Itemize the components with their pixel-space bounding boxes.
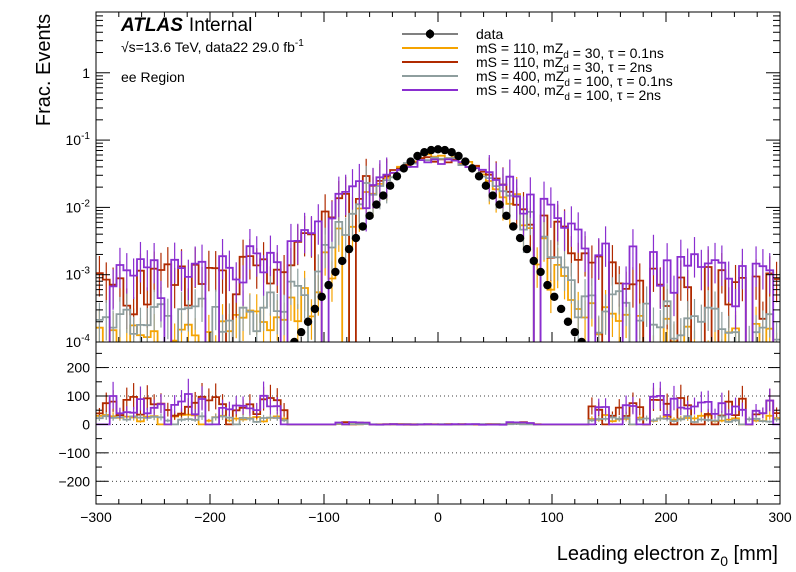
data-point — [358, 222, 367, 231]
ratio-y-tick-label: 200 — [67, 360, 91, 376]
data-point — [509, 222, 518, 231]
legend-label-s3: mS = 400, mZd = 100, τ = 0.1ns — [476, 68, 673, 89]
data-point — [365, 211, 374, 220]
y-tick-label: 10-2 — [66, 198, 91, 215]
ratio-series-group — [96, 378, 780, 426]
y-tick-label: 10-4 — [66, 333, 91, 350]
data-point — [536, 267, 545, 277]
data-point — [379, 191, 388, 200]
atlas-label: ATLAS Internal — [120, 15, 252, 36]
legend-label-s2: mS = 110, mZd = 30, τ = 2ns — [476, 54, 652, 75]
legend-label-s4: mS = 400, mZd = 100, τ = 2ns — [476, 82, 661, 103]
data-point — [344, 244, 354, 254]
data-point — [351, 233, 361, 243]
ratio-axis: −200 −100 0 100 200 −300 −200 −100 0 100 200 300 — [58, 352, 792, 525]
series-line-s1 — [96, 153, 775, 342]
data-point — [420, 148, 429, 157]
data-point — [461, 157, 470, 166]
ratio-y-tick-label: 0 — [82, 416, 90, 432]
data-point — [543, 280, 552, 290]
x-tick-label: −100 — [308, 509, 340, 525]
series-errors-s1 — [98, 160, 778, 342]
data-point — [426, 145, 436, 155]
x-axis-label: Leading electron z0 [mm] — [557, 543, 778, 569]
data-point — [522, 244, 532, 254]
data-point — [392, 172, 402, 181]
data-point — [385, 181, 395, 190]
data-point — [290, 337, 299, 342]
x-tick-label: 100 — [540, 509, 564, 525]
data-point — [468, 164, 477, 173]
data-point — [529, 256, 538, 266]
y-tick-label: 1 — [82, 65, 90, 81]
energy-lumi-label: √s=13.6 TeV, data22 29.0 fb-1 — [121, 38, 304, 55]
top-axis: 10-4 10-3 10-2 10-1 1 — [66, 11, 781, 350]
ratio-y-tick-label: −100 — [58, 445, 90, 461]
data-point — [399, 164, 408, 173]
data-point — [474, 172, 484, 181]
data-point — [556, 304, 566, 314]
data-point — [515, 233, 525, 243]
x-tick-label: 200 — [654, 509, 678, 525]
data-point — [310, 304, 320, 314]
data-point — [297, 327, 306, 337]
data-point — [440, 145, 450, 155]
series-line-s3 — [96, 156, 780, 342]
data-point — [303, 317, 313, 326]
data-point — [481, 181, 491, 190]
data-point — [502, 211, 511, 220]
y-axis-label: Frac. Events — [33, 14, 55, 126]
ratio-y-tick-label: −200 — [58, 473, 90, 489]
data-point — [454, 151, 463, 161]
x-tick-label: −300 — [80, 509, 112, 525]
y-tick-label: 10-1 — [66, 131, 91, 148]
legend-marker-data — [425, 29, 435, 39]
legend-label-s1: mS = 110, mZd = 30, τ = 0.1ns — [476, 40, 664, 61]
series-errors-s4 — [112, 155, 771, 330]
data-point — [447, 148, 456, 157]
data-point — [413, 151, 422, 161]
legend-label-data: data — [476, 26, 503, 42]
x-tick-label: 300 — [768, 509, 792, 525]
data-point — [550, 292, 559, 301]
y-tick-label: 10-3 — [66, 266, 91, 283]
data-point — [488, 191, 497, 200]
ratio-y-tick-label: 100 — [67, 388, 91, 404]
ratio-line-s4 — [96, 393, 780, 426]
series-line-s2 — [96, 156, 780, 342]
data-point — [570, 327, 579, 337]
region-label: ee Region — [121, 69, 185, 85]
data-point — [331, 267, 340, 277]
data-point — [495, 200, 504, 209]
data-point — [433, 145, 443, 154]
top-series-group — [96, 145, 780, 342]
data-point — [577, 337, 586, 342]
data-point — [317, 292, 326, 301]
data-point — [372, 200, 381, 209]
series-errors-s2 — [98, 157, 778, 342]
ratio-errors-s2 — [98, 382, 778, 420]
data-point — [406, 157, 415, 166]
data-point — [563, 317, 573, 326]
x-tick-label: −200 — [194, 509, 226, 525]
data-point — [338, 256, 347, 266]
x-tick-label: 0 — [434, 509, 442, 525]
data-point — [324, 280, 333, 290]
